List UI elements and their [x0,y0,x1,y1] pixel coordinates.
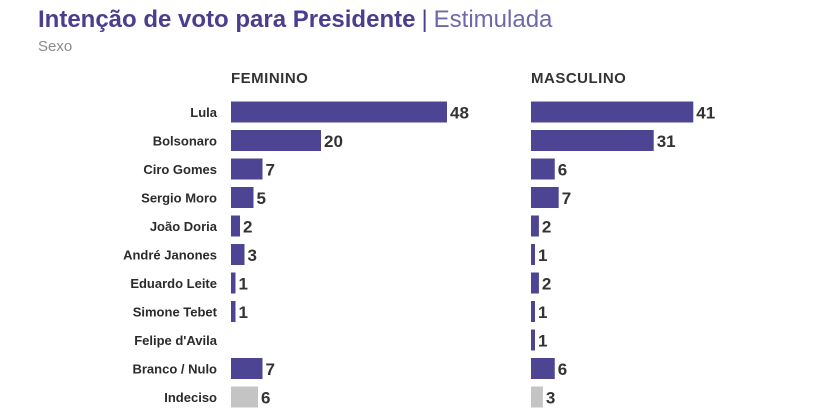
category-label-2: Ciro Gomes [143,162,217,177]
bar-masculino-1 [531,130,654,151]
bar-masculino-6 [531,272,539,294]
bar-masculino-9 [531,358,555,379]
bar-feminino-4 [231,215,240,237]
value-label-feminino-2: 7 [266,161,275,180]
chart-title-suffix: Estimulada [433,6,553,33]
category-label-0: Lula [190,105,217,120]
category-label-8: Felipe d'Avila [134,333,218,348]
value-label-masculino-2: 6 [558,161,567,180]
bar-feminino-10 [231,386,258,408]
bar-masculino-3 [531,187,559,208]
bar-feminino-0 [231,101,447,123]
value-label-masculino-0: 41 [696,104,715,123]
value-label-feminino-6: 1 [239,275,248,294]
category-label-3: Sergio Moro [141,191,217,206]
value-label-feminino-10: 6 [261,389,270,408]
category-label-5: André Janones [123,248,217,263]
bar-feminino-1 [231,130,321,151]
bar-feminino-3 [231,187,254,208]
category-label-10: Indeciso [164,390,217,405]
bar-masculino-2 [531,158,555,180]
bar-feminino-5 [231,244,245,265]
bar-masculino-7 [531,301,535,322]
value-label-masculino-8: 1 [538,332,547,351]
series-title-feminino: FEMININO [231,70,308,87]
bar-feminino-2 [231,158,263,180]
bar-masculino-0 [531,101,694,123]
value-label-masculino-9: 6 [558,360,567,379]
value-label-feminino-7: 1 [239,303,248,322]
chart-subtitle: Sexo [38,38,73,55]
chart-title: Intenção de voto para Presidente | Estimul… [38,6,552,34]
category-label-9: Branco / Nulo [132,362,217,377]
value-label-feminino-9: 7 [266,360,275,379]
value-label-feminino-4: 2 [243,218,252,237]
bar-feminino-9 [231,358,263,379]
value-label-masculino-4: 2 [542,218,551,237]
chart-title-main: Intenção de voto para Presidente [38,6,416,33]
value-label-masculino-5: 1 [538,246,547,265]
value-label-masculino-3: 7 [562,189,571,208]
bar-masculino-5 [531,244,535,265]
value-label-masculino-7: 1 [538,303,547,322]
category-label-4: João Doria [150,219,218,234]
bar-feminino-7 [231,301,236,322]
bar-feminino-6 [231,272,236,294]
value-label-feminino-1: 20 [324,132,343,151]
bar-masculino-10 [531,386,543,408]
value-label-masculino-10: 3 [546,389,555,408]
title-separator: | [421,6,428,33]
category-label-7: Simone Tebet [133,305,218,320]
value-label-masculino-6: 2 [542,275,551,294]
category-label-1: Bolsonaro [153,134,217,149]
value-label-feminino-0: 48 [450,104,469,123]
series-title-masculino: MASCULINO [531,70,626,87]
bar-masculino-8 [531,329,535,351]
value-label-feminino-3: 5 [257,189,266,208]
value-label-masculino-1: 31 [657,132,676,151]
value-label-feminino-5: 3 [248,246,257,265]
bar-masculino-4 [531,215,539,237]
category-label-6: Eduardo Leite [130,276,217,291]
